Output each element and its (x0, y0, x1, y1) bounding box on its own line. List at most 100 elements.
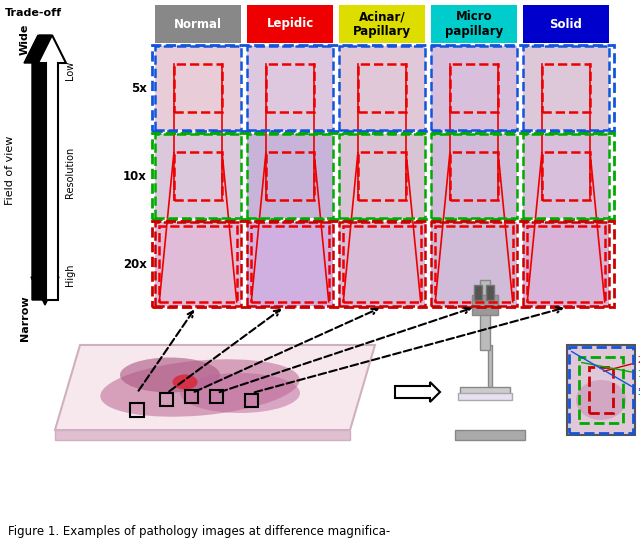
Bar (152, 45, 614, 131)
Bar (431, 222, 517, 306)
Bar (435, 226, 513, 302)
Bar (155, 222, 241, 306)
Bar (523, 5, 609, 43)
Bar (460, 387, 510, 395)
Bar (431, 5, 517, 43)
Bar (339, 5, 425, 43)
Bar (155, 5, 241, 43)
Bar (339, 222, 425, 306)
Bar (160, 393, 173, 406)
Text: 5x: 5x (572, 352, 640, 397)
Bar (343, 226, 420, 302)
Text: 10x: 10x (123, 169, 147, 182)
Text: Micro
papillary: Micro papillary (445, 10, 503, 38)
Bar (567, 345, 635, 435)
Bar (266, 152, 314, 199)
Bar (339, 46, 425, 130)
Text: Acinar/
Papillary: Acinar/ Papillary (353, 10, 411, 38)
Bar (252, 226, 329, 302)
Bar (523, 46, 609, 130)
Text: Figure 1. Examples of pathology images at difference magnifica-: Figure 1. Examples of pathology images a… (8, 525, 390, 538)
Bar (245, 394, 258, 407)
Bar (339, 46, 425, 130)
Bar (480, 280, 490, 350)
Text: High: High (65, 264, 75, 286)
Ellipse shape (100, 359, 300, 417)
Bar (523, 222, 609, 306)
Bar (247, 134, 333, 218)
Bar (339, 134, 425, 218)
Bar (247, 46, 333, 130)
Bar (210, 390, 223, 403)
Bar (339, 222, 425, 306)
Text: Field of view: Field of view (5, 135, 15, 205)
Bar (589, 367, 613, 413)
Bar (247, 46, 333, 130)
Bar (155, 134, 241, 218)
Bar (450, 64, 498, 111)
Bar (174, 152, 222, 199)
Bar (527, 226, 605, 302)
Bar (431, 134, 517, 218)
Text: Solid: Solid (550, 17, 582, 31)
Bar (247, 5, 333, 43)
Bar (159, 226, 237, 302)
Bar (472, 295, 498, 315)
Bar (152, 221, 614, 307)
Bar (431, 134, 517, 218)
Bar (523, 46, 609, 130)
Bar (579, 357, 623, 423)
Bar (155, 46, 241, 130)
Polygon shape (24, 35, 52, 300)
Bar (152, 133, 614, 219)
Text: 20x: 20x (123, 258, 147, 270)
Bar (486, 285, 494, 300)
Bar (523, 134, 609, 218)
Bar (542, 64, 590, 111)
Bar (358, 64, 406, 111)
Text: Normal: Normal (174, 17, 222, 31)
Bar (247, 222, 333, 306)
Text: Low: Low (65, 61, 75, 80)
Text: Trade-off: Trade-off (5, 8, 62, 18)
Text: Resolution: Resolution (65, 146, 75, 198)
Bar (155, 46, 241, 130)
Polygon shape (55, 430, 350, 440)
Bar (155, 134, 241, 218)
Polygon shape (395, 382, 440, 402)
Polygon shape (55, 345, 375, 430)
Bar (174, 64, 222, 111)
Bar (155, 222, 241, 306)
Bar (266, 64, 314, 111)
Bar (569, 347, 633, 433)
Text: 10x: 10x (582, 363, 640, 379)
Bar (455, 430, 525, 440)
Polygon shape (31, 35, 59, 305)
Bar (185, 390, 198, 403)
Bar (450, 152, 498, 199)
Text: 5x: 5x (131, 81, 147, 94)
Bar (247, 222, 333, 306)
Text: 20x: 20x (604, 356, 640, 371)
Bar (431, 222, 517, 306)
Ellipse shape (180, 373, 300, 413)
Bar (339, 134, 425, 218)
Bar (431, 46, 517, 130)
Bar (542, 152, 590, 199)
Bar (358, 152, 406, 199)
Ellipse shape (120, 358, 220, 393)
Bar (523, 134, 609, 218)
Text: Lepidic: Lepidic (266, 17, 314, 31)
Ellipse shape (576, 380, 626, 420)
Polygon shape (38, 35, 66, 300)
Bar (474, 285, 482, 300)
Bar (247, 134, 333, 218)
Bar (488, 345, 492, 395)
Bar (431, 46, 517, 130)
Text: Wide: Wide (20, 23, 30, 55)
Ellipse shape (173, 375, 198, 389)
Bar (130, 403, 144, 417)
Bar (458, 393, 512, 400)
Text: Narrow: Narrow (20, 295, 30, 341)
Bar (523, 222, 609, 306)
